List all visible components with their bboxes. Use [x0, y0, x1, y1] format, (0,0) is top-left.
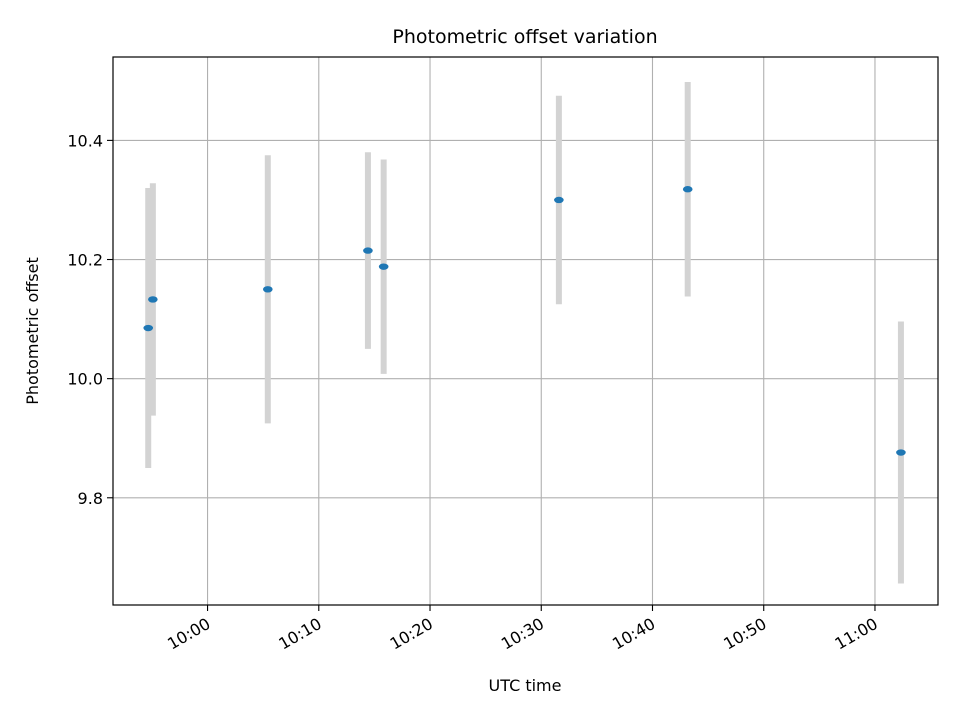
plot-frame	[112, 56, 939, 606]
data-point	[378, 263, 389, 270]
data-point	[363, 247, 373, 254]
x-axis-label: UTC time	[489, 676, 562, 695]
data-point	[148, 296, 158, 303]
data-point	[682, 186, 693, 193]
data-point	[554, 196, 564, 204]
y-tick-label: 10.0	[67, 370, 103, 389]
chart-title: Photometric offset variation	[392, 26, 657, 48]
y-axis-ticks: 9.8 10.0 10.2 10.4	[67, 131, 113, 508]
data-point	[896, 449, 906, 456]
data-point	[263, 286, 273, 293]
y-tick-label: 9.8	[78, 489, 103, 508]
grid-lines	[113, 57, 938, 605]
y-tick-label: 10.2	[67, 251, 103, 270]
y-axis-label: Photometric offset	[23, 257, 42, 405]
y-tick-label: 10.4	[67, 131, 103, 150]
data-point	[143, 324, 154, 332]
data-points	[143, 186, 906, 456]
